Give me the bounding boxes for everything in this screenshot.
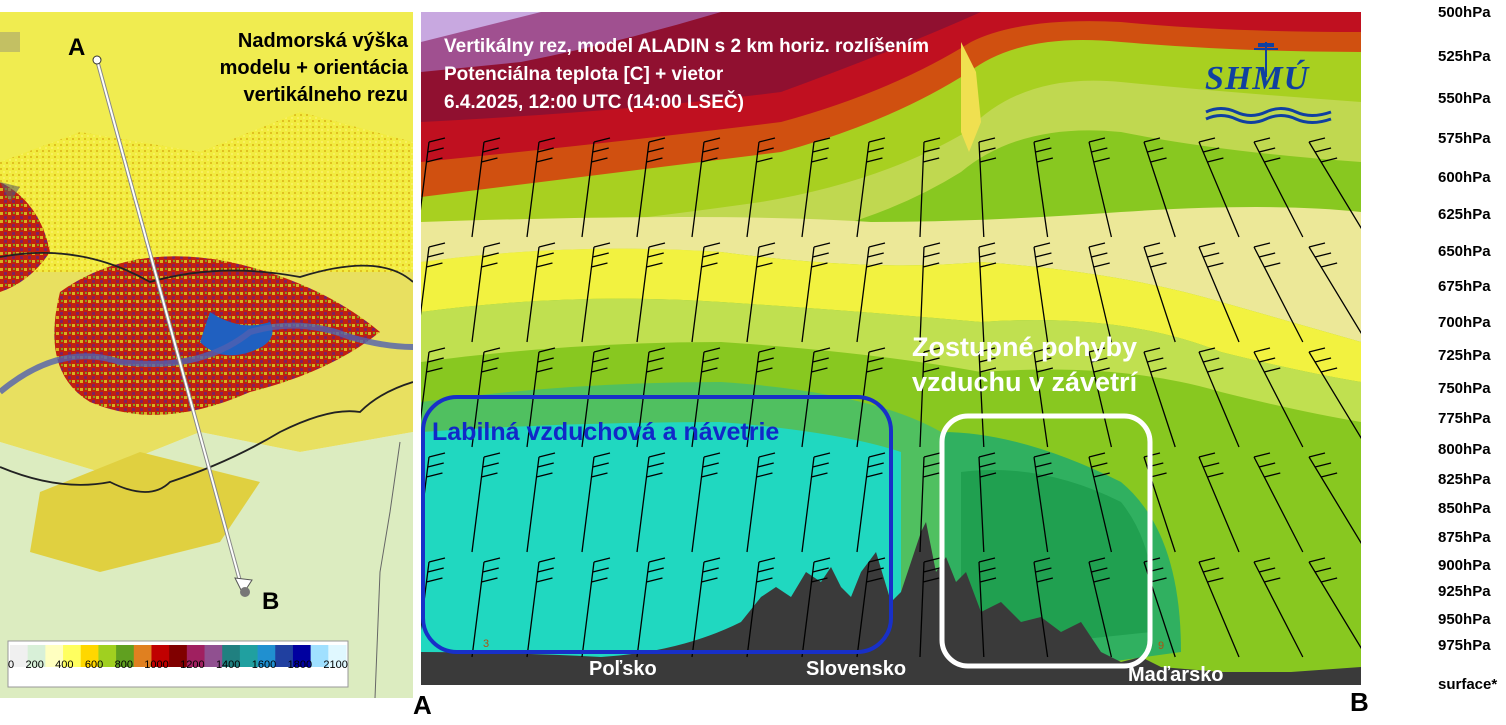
annotation-unstable-windward: Labilná vzduchová a návetrie bbox=[432, 418, 780, 446]
cross-section-title: Vertikálny rez, model ALADIN s 2 km hori… bbox=[444, 33, 929, 117]
wind-barb-column bbox=[1088, 137, 1113, 658]
map-point-a: A bbox=[68, 34, 86, 61]
colorbar-tick: 600 bbox=[84, 659, 104, 671]
annotation-descending-leeward: Zostupné pohyby vzduchu v závetrí bbox=[912, 330, 1137, 400]
map-point-b: B bbox=[262, 588, 280, 615]
surface-value-label: 9 bbox=[1158, 640, 1165, 652]
pressure-level-label: 550hPa bbox=[1438, 90, 1491, 107]
colorbar-swatch bbox=[45, 645, 64, 667]
wind-barb-column bbox=[978, 137, 997, 658]
wind-barb-column bbox=[471, 137, 501, 658]
pressure-level-label: 650hPa bbox=[1438, 243, 1491, 260]
pressure-level-label: 675hPa bbox=[1438, 278, 1491, 295]
wind-barb-column bbox=[919, 137, 941, 658]
colorbar-tick: 2100 bbox=[323, 659, 348, 671]
colorbar-tick: 1200 bbox=[180, 659, 205, 671]
colorbar-tick: 1600 bbox=[251, 659, 277, 671]
colorbar-swatch bbox=[186, 645, 206, 667]
pressure-level-label: 950hPa bbox=[1438, 611, 1491, 628]
axis-start-a: A bbox=[413, 690, 432, 720]
colorbar-swatch bbox=[257, 645, 276, 667]
colorbar-swatch bbox=[116, 645, 135, 667]
title-line-3: 6.4.2025, 12:00 UTC (14:00 LSEČ) bbox=[444, 92, 744, 113]
pressure-level-label: 875hPa bbox=[1438, 529, 1491, 546]
title-line-2: Potenciálna teplota [C] + vietor bbox=[444, 64, 724, 85]
annotation-line-2: vzduchu v závetrí bbox=[912, 367, 1138, 397]
pressure-level-label: 800hPa bbox=[1438, 441, 1491, 458]
colorbar-swatch bbox=[310, 645, 329, 667]
pressure-level-label: surface* bbox=[1438, 676, 1498, 693]
country-hungary: Maďarsko bbox=[1128, 664, 1224, 686]
colorbar-swatch bbox=[275, 645, 294, 667]
map-title-line-1: Nadmorská výška bbox=[237, 30, 408, 52]
wind-barb-column bbox=[1198, 137, 1240, 658]
colorbar-tick: 800 bbox=[114, 659, 133, 671]
title-line-1: Vertikálny rez, model ALADIN s 2 km hori… bbox=[444, 36, 929, 57]
colorbar-swatch bbox=[222, 645, 241, 667]
elevation-map bbox=[0, 12, 413, 698]
map-title-line-3: vertikálneho rezu bbox=[243, 84, 408, 106]
pressure-level-label: 500hPa bbox=[1438, 4, 1491, 21]
cross-section-plot bbox=[421, 12, 1361, 685]
country-slovakia: Slovensko bbox=[806, 658, 907, 680]
pressure-level-label: 700hPa bbox=[1438, 314, 1491, 331]
pressure-level-label: 975hPa bbox=[1438, 637, 1491, 654]
wind-barb-column bbox=[421, 137, 446, 631]
pressure-level-label: 725hPa bbox=[1438, 347, 1491, 364]
pressure-level-label: 825hPa bbox=[1438, 471, 1491, 488]
pressure-level-label: 850hPa bbox=[1438, 500, 1491, 517]
country-poland: Poľsko bbox=[589, 658, 657, 680]
colorbar-swatch bbox=[239, 645, 259, 667]
shmu-logo-text: SHMÚ bbox=[1205, 60, 1310, 97]
wind-barb-column bbox=[1033, 137, 1054, 658]
map-title: Nadmorská výška modelu + orientácia vert… bbox=[220, 28, 408, 109]
colorbar-swatch bbox=[204, 645, 223, 667]
colorbar-tick: 1000 bbox=[144, 659, 169, 671]
colorbar-swatch bbox=[292, 645, 312, 667]
surface-value-label: 3 bbox=[483, 638, 490, 650]
colorbar-swatch bbox=[63, 645, 82, 667]
colorbar-swatch bbox=[27, 645, 46, 667]
colorbar-tick: 1400 bbox=[215, 659, 241, 671]
wind-barb-column bbox=[691, 137, 721, 658]
wind-barb-column bbox=[746, 137, 776, 658]
wind-barbs bbox=[421, 137, 1361, 658]
wind-barb-column bbox=[526, 137, 556, 658]
colorbar-tick: 1800 bbox=[287, 659, 313, 671]
wind-barb-column bbox=[801, 137, 831, 658]
wind-barb-column bbox=[636, 137, 666, 658]
colorbar-swatch bbox=[98, 645, 117, 667]
colorbar-tick: 0 bbox=[8, 659, 15, 671]
wind-barb-column bbox=[1308, 137, 1361, 650]
colorbar-tick: 200 bbox=[25, 659, 44, 671]
pressure-level-label: 750hPa bbox=[1438, 380, 1491, 397]
pressure-level-label: 775hPa bbox=[1438, 410, 1491, 427]
pressure-level-label: 575hPa bbox=[1438, 130, 1491, 147]
colorbar-swatch bbox=[80, 645, 99, 667]
colorbar-swatch bbox=[169, 645, 188, 667]
colorbar bbox=[10, 645, 347, 667]
pressure-level-label: 600hPa bbox=[1438, 169, 1491, 186]
colorbar-swatch bbox=[151, 645, 170, 667]
pressure-level-label: 900hPa bbox=[1438, 557, 1491, 574]
colorbar-swatch bbox=[133, 645, 152, 667]
colorbar-swatch bbox=[328, 645, 347, 667]
axis-end-b: B bbox=[1350, 687, 1369, 717]
wind-barb-column bbox=[1253, 137, 1304, 658]
pressure-level-label: 625hPa bbox=[1438, 206, 1491, 223]
colorbar-swatch bbox=[10, 645, 29, 667]
wind-barb-column bbox=[581, 137, 611, 658]
annotation-line-1: Zostupné pohyby bbox=[912, 332, 1137, 362]
colorbar-labels: 0 200 400 600 800 1000 1200 1400 1600 18… bbox=[8, 659, 348, 671]
map-title-line-2: modelu + orientácia bbox=[219, 57, 408, 79]
shmu-logo bbox=[1205, 42, 1332, 124]
pressure-level-label: 925hPa bbox=[1438, 583, 1491, 600]
colorbar-tick: 400 bbox=[55, 659, 74, 671]
pressure-level-label: 525hPa bbox=[1438, 48, 1491, 65]
